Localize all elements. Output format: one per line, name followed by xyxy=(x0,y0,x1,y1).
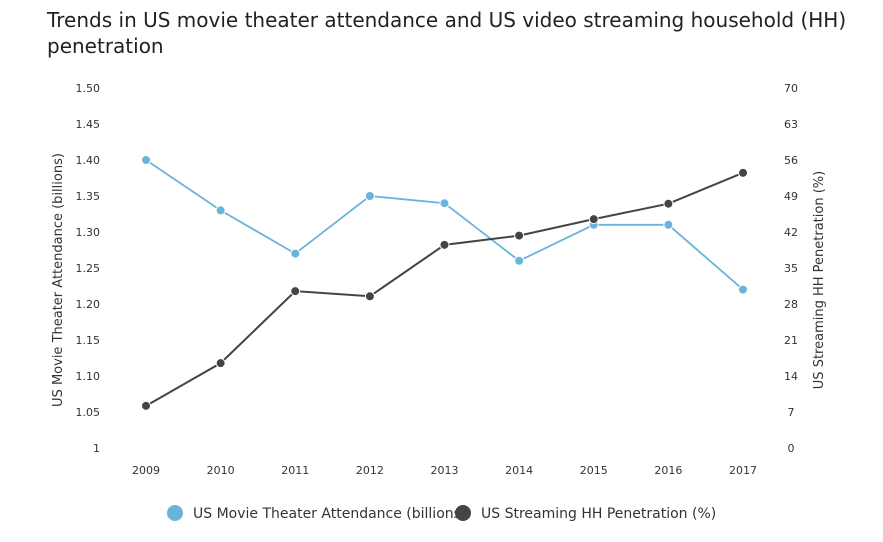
legend-marker-2 xyxy=(455,505,471,521)
x-tick-label: 2014 xyxy=(505,464,533,477)
legend-label-1: US Movie Theater Attendance (billions) xyxy=(193,506,466,522)
y-left-tick-label: 1.25 xyxy=(76,262,101,275)
y-left-axis-title: US Movie Theater Attendance (billions) xyxy=(51,153,66,407)
series-2-point xyxy=(663,198,674,209)
y-right-tick-label: 49 xyxy=(784,190,798,203)
y-right-tick-label: 35 xyxy=(784,262,798,275)
x-tick-label: 2010 xyxy=(207,464,235,477)
y-right-tick-label: 14 xyxy=(784,370,798,383)
series-2-point xyxy=(290,286,301,297)
legend-label-2: US Streaming HH Penetration (%) xyxy=(481,506,716,522)
y-right-tick-label: 28 xyxy=(784,298,798,311)
series-1-point xyxy=(663,219,674,230)
series-1-point xyxy=(215,205,226,216)
x-tick-label: 2009 xyxy=(132,464,160,477)
y-right-axis-title: US Streaming HH Penetration (%) xyxy=(812,171,827,389)
series-1-point xyxy=(439,198,450,209)
series-2-point xyxy=(738,167,748,178)
y-right-tick-label: 42 xyxy=(784,226,798,239)
x-tick-label: 2011 xyxy=(281,464,309,477)
y-left-tick-label: 1.05 xyxy=(76,406,101,419)
y-left-tick-label: 1.40 xyxy=(76,154,101,167)
series-2-point xyxy=(215,358,226,369)
chart-title: Trends in US movie theater attendance an… xyxy=(47,8,847,58)
y-right-tick-label: 0 xyxy=(788,442,795,455)
y-left-tick-label: 1.50 xyxy=(76,82,101,95)
y-right-tick-label: 7 xyxy=(788,406,795,419)
series-2-point xyxy=(141,400,151,411)
y-left-tick-label: 1 xyxy=(93,442,100,455)
y-left-tick-label: 1.45 xyxy=(76,118,101,131)
y-left-tick-label: 1.30 xyxy=(76,226,101,239)
series-2-point xyxy=(588,214,599,225)
y-right-tick-label: 63 xyxy=(784,118,798,131)
series-1-point xyxy=(738,284,748,295)
series-1-point xyxy=(141,155,151,165)
x-tick-label: 2015 xyxy=(580,464,608,477)
series-line-1 xyxy=(145,159,744,291)
x-tick-label: 2012 xyxy=(356,464,384,477)
x-tick-label: 2016 xyxy=(654,464,682,477)
series-1-point xyxy=(364,191,375,201)
series-2-point xyxy=(514,230,525,241)
x-tick-label: 2013 xyxy=(431,464,459,477)
y-right-tick-label: 56 xyxy=(784,154,798,167)
series-1-point xyxy=(514,255,525,266)
y-right-tick-label: 70 xyxy=(784,82,798,95)
y-left-tick-label: 1.10 xyxy=(76,370,101,383)
y-right-tick-label: 21 xyxy=(784,334,798,347)
series-2-point xyxy=(439,239,450,250)
series-2-point xyxy=(364,291,375,302)
y-left-tick-label: 1.35 xyxy=(76,190,101,203)
y-left-tick-label: 1.20 xyxy=(76,298,101,311)
y-left-tick-label: 1.15 xyxy=(76,334,101,347)
legend-marker-1 xyxy=(167,505,183,521)
series-1-point xyxy=(290,248,301,259)
x-tick-label: 2017 xyxy=(729,464,757,477)
